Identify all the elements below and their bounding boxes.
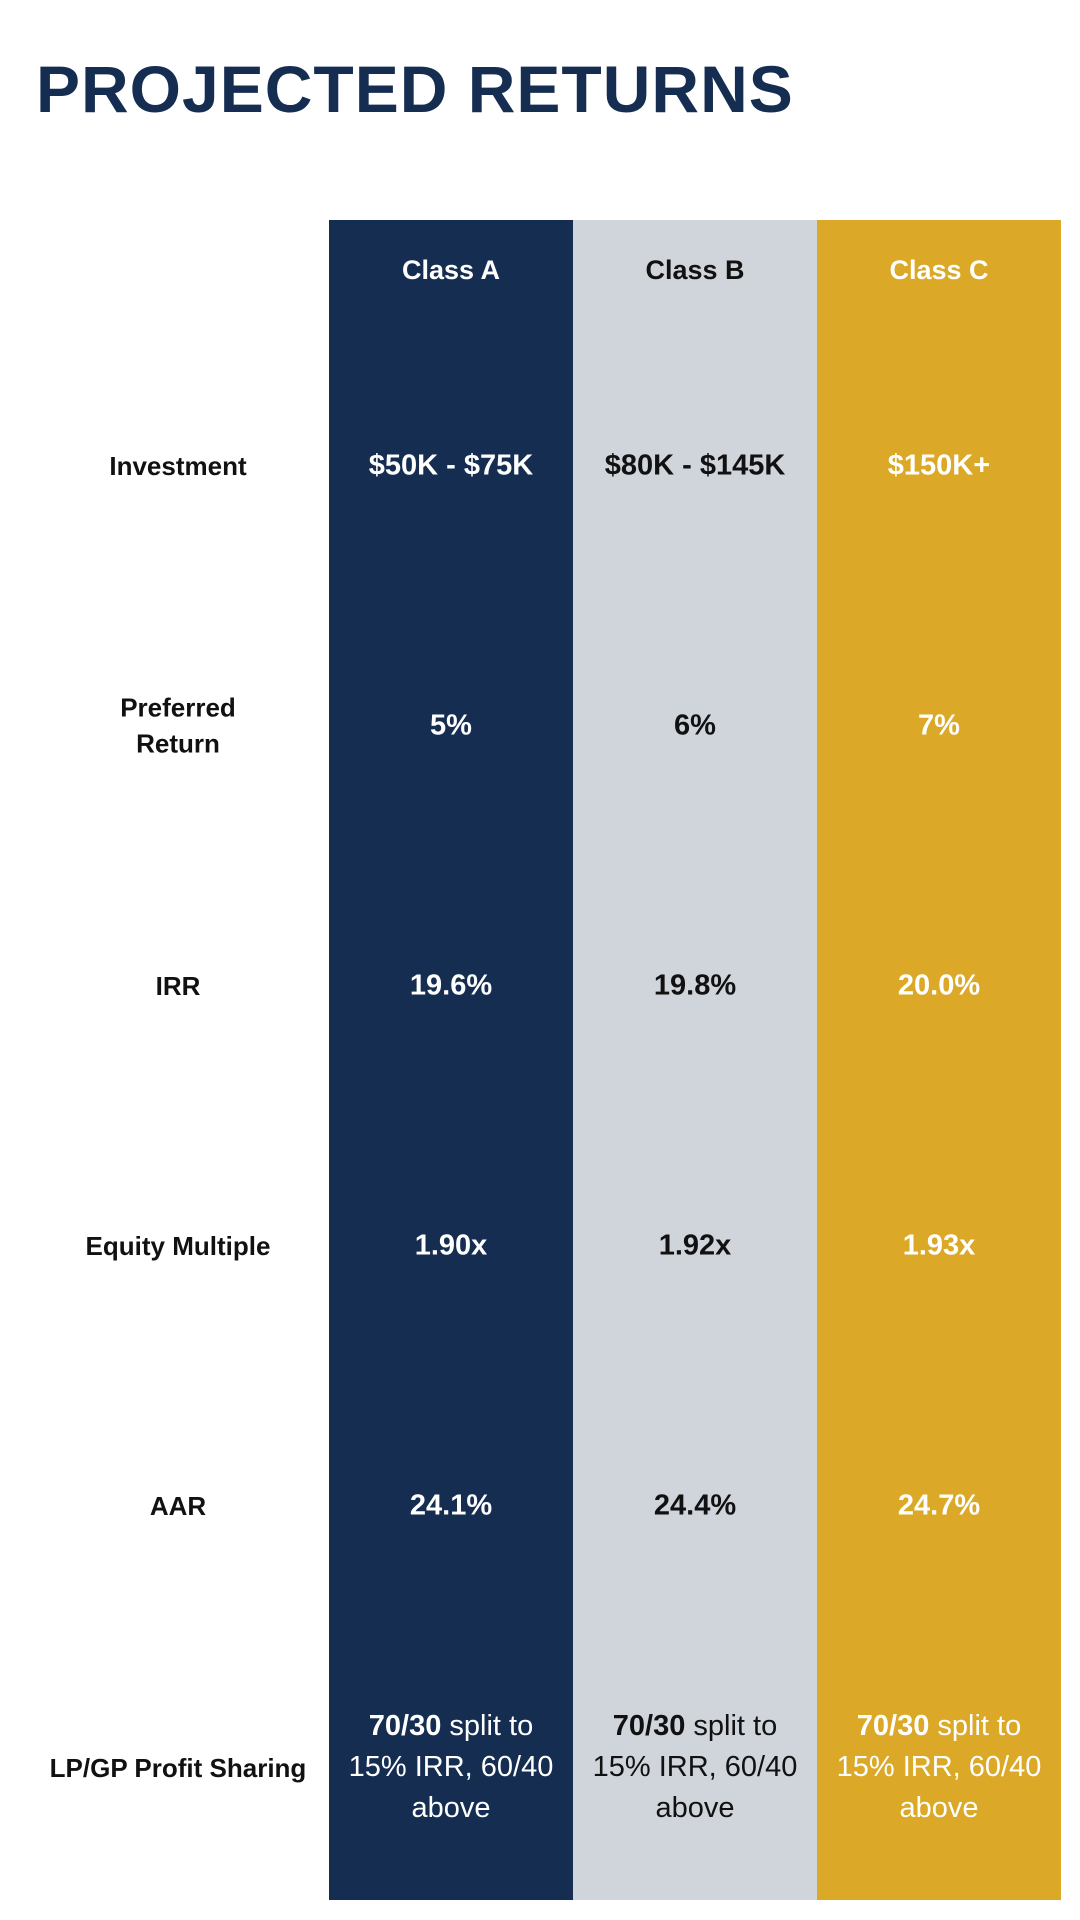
profit-split-ratio: 70/30 (612, 1710, 686, 1743)
aar-value: 24.4% (653, 1489, 737, 1522)
profit-sharing-value: 70/30 split to 15% IRR, 60/40 above (573, 1706, 817, 1830)
column-class-b: Class B $80K - $145K 6% 19.8% 1.92x 24.4… (573, 220, 817, 1900)
column-class-a: Class A $50K - $75K 5% 19.6% 1.90x 24.1%… (329, 220, 573, 1900)
row-label-irr: IRR (155, 970, 201, 1001)
aar-value: 24.7% (897, 1489, 981, 1522)
investment-value: $150K+ (887, 449, 991, 482)
profit-sharing-value: 70/30 split to 15% IRR, 60/40 above (817, 1706, 1061, 1830)
equity-multiple-value: 1.92x (658, 1229, 732, 1262)
column-header: Class B (645, 255, 745, 285)
column-class-c: Class C $150K+ 7% 20.0% 1.93x 24.7% 70/3… (817, 220, 1061, 1900)
row-label-investment: Investment (109, 450, 247, 481)
profit-split-terms: split to 15% IRR, 60/40 above (836, 1710, 1042, 1825)
investment-value: $50K - $75K (368, 449, 534, 482)
preferred-return-value: 7% (918, 709, 960, 742)
preferred-return-value: 6% (674, 709, 716, 742)
irr-value: 19.6% (409, 969, 493, 1002)
column-header: Class C (889, 255, 989, 285)
row-label-preferred-return: Preferred Return (120, 692, 236, 759)
profit-split-ratio: 70/30 (368, 1710, 442, 1743)
row-label-equity-multiple: Equity Multiple (85, 1230, 271, 1261)
preferred-return-value: 5% (430, 709, 472, 742)
row-label-aar: AAR (149, 1490, 207, 1521)
column-header: Class A (401, 255, 501, 285)
irr-value: 19.8% (653, 969, 737, 1002)
equity-multiple-value: 1.93x (902, 1229, 976, 1262)
profit-sharing-value: 70/30 split to 15% IRR, 60/40 above (329, 1706, 573, 1830)
equity-multiple-value: 1.90x (414, 1229, 488, 1262)
profit-split-terms: split to 15% IRR, 60/40 above (348, 1710, 554, 1825)
aar-value: 24.1% (409, 1489, 493, 1522)
profit-split-ratio: 70/30 (856, 1710, 930, 1743)
row-label-profit-sharing: LP/GP Profit Sharing (49, 1752, 307, 1783)
page-title: PROJECTED RETURNS (36, 52, 794, 126)
irr-value: 20.0% (897, 969, 981, 1002)
profit-split-terms: split to 15% IRR, 60/40 above (592, 1710, 798, 1825)
investment-value: $80K - $145K (604, 449, 786, 482)
